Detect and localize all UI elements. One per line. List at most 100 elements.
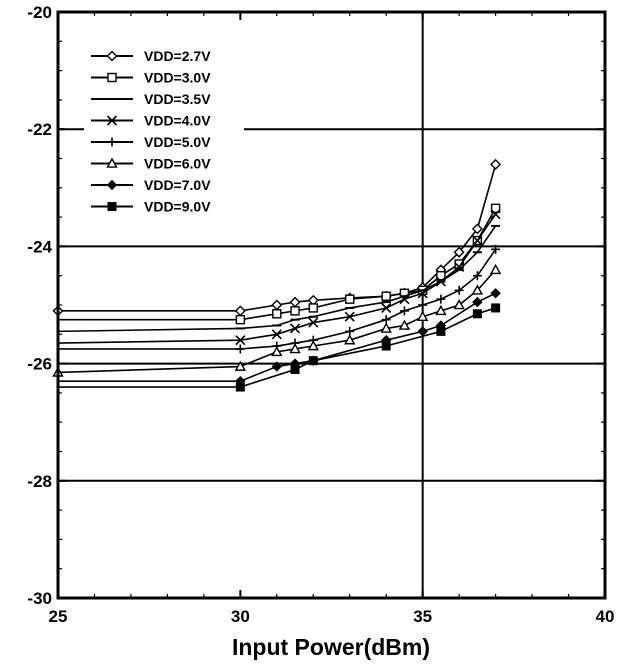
legend: VDD=2.7V VDD=3.0V VDD=3.5V VDD=4.0V VDD=5.0V…	[84, 42, 244, 220]
data-point	[399, 294, 410, 305]
data-point	[490, 288, 501, 299]
legend-marker	[107, 202, 117, 211]
data-point	[472, 309, 482, 319]
series-vdd-3-0v	[58, 203, 501, 325]
legend-label: VDD=3.0V	[144, 70, 211, 86]
data-point	[308, 356, 318, 366]
data-point	[290, 364, 300, 374]
legend-label: VDD=7.0V	[144, 177, 211, 193]
x-tick-label: 25	[49, 607, 68, 626]
legend-label: VDD=2.7V	[144, 48, 211, 64]
x-tick-label: 40	[596, 607, 615, 626]
marker-stroke	[435, 276, 446, 287]
marker-stroke	[106, 115, 118, 126]
marker-stroke	[472, 235, 483, 246]
data-point	[345, 294, 355, 304]
legend-label: VDD=4.0V	[144, 113, 211, 129]
data-point	[436, 294, 446, 304]
data-point	[381, 341, 391, 351]
data-point	[416, 310, 429, 322]
data-point	[417, 326, 428, 337]
legend-label: VDD=6.0V	[144, 156, 211, 172]
data-point	[235, 382, 245, 392]
data-point	[308, 303, 318, 313]
axis-ticks: 25 30 35 40 -30 -28 -26 -24 -22 -20	[27, 3, 614, 626]
series-line	[58, 292, 496, 382]
legend-item: VDD=3.0V	[91, 70, 211, 86]
data-point	[235, 335, 246, 346]
data-point	[471, 284, 484, 295]
data-point	[472, 235, 483, 246]
legend-marker	[106, 179, 118, 191]
legend-item: VDD=5.0V	[91, 134, 211, 150]
x-tick-label: 30	[231, 607, 250, 626]
data-point	[289, 296, 301, 308]
data-point	[453, 246, 465, 258]
marker-stroke	[454, 261, 465, 272]
data-point	[491, 244, 501, 254]
data-point	[344, 311, 355, 322]
marker-stroke	[344, 311, 355, 322]
data-point	[418, 300, 428, 310]
data-point	[454, 261, 465, 272]
data-point	[307, 340, 319, 351]
marker-stroke	[289, 323, 301, 334]
x-tick-label: 35	[413, 607, 432, 626]
data-point	[471, 223, 483, 235]
data-point	[435, 276, 446, 287]
marker-stroke	[399, 294, 410, 305]
legend-label: VDD=9.0V	[144, 199, 211, 215]
data-point	[453, 299, 465, 310]
data-point	[271, 329, 282, 340]
data-point	[490, 158, 502, 170]
y-tick-label: -28	[27, 472, 52, 491]
legend-item: VDD=6.0V	[91, 156, 211, 172]
data-point	[289, 323, 301, 334]
legend-marker	[106, 157, 118, 168]
data-point	[472, 296, 483, 308]
y-tick-label: -22	[27, 120, 52, 139]
marker-stroke	[235, 335, 246, 346]
data-point	[489, 263, 502, 275]
legend-item: VDD=4.0V	[91, 113, 211, 129]
data-point	[234, 360, 247, 371]
data-point	[490, 209, 501, 220]
legend-marker	[106, 50, 118, 62]
marker-stroke	[308, 317, 319, 328]
data-point	[234, 305, 246, 317]
data-point	[290, 306, 300, 316]
legend-background	[84, 42, 244, 220]
data-point	[271, 345, 283, 357]
y-tick-label: -26	[27, 355, 52, 374]
y-tick-label: -24	[27, 237, 52, 256]
data-point	[381, 291, 391, 301]
legend-marker	[107, 72, 117, 83]
marker-stroke	[417, 288, 428, 299]
data-point	[271, 361, 283, 372]
data-point	[271, 299, 283, 311]
legend-marker	[106, 115, 118, 126]
marker-stroke	[271, 329, 282, 340]
data-point	[436, 271, 446, 281]
legend-label: VDD=3.5V	[144, 91, 211, 107]
y-tick-label: -20	[27, 3, 52, 22]
series-line	[57, 213, 497, 344]
series-vdd-4-0v	[57, 209, 501, 346]
data-point	[289, 343, 301, 354]
data-point	[399, 306, 409, 316]
data-point	[308, 317, 319, 328]
data-point	[417, 288, 428, 299]
marker-stroke	[490, 209, 501, 220]
x-axis-title: Input Power(dBm)	[232, 634, 430, 660]
series-vdd-6-0v	[52, 263, 502, 377]
data-point	[454, 285, 464, 295]
marker-stroke	[381, 302, 392, 313]
legend-item: VDD=3.5V	[91, 91, 211, 107]
data-point	[398, 319, 411, 330]
legend-label: VDD=5.0V	[144, 134, 211, 150]
series-vdd-9-0v	[58, 303, 501, 392]
data-point	[235, 344, 245, 354]
data-point	[381, 302, 392, 313]
data-point	[235, 314, 246, 325]
